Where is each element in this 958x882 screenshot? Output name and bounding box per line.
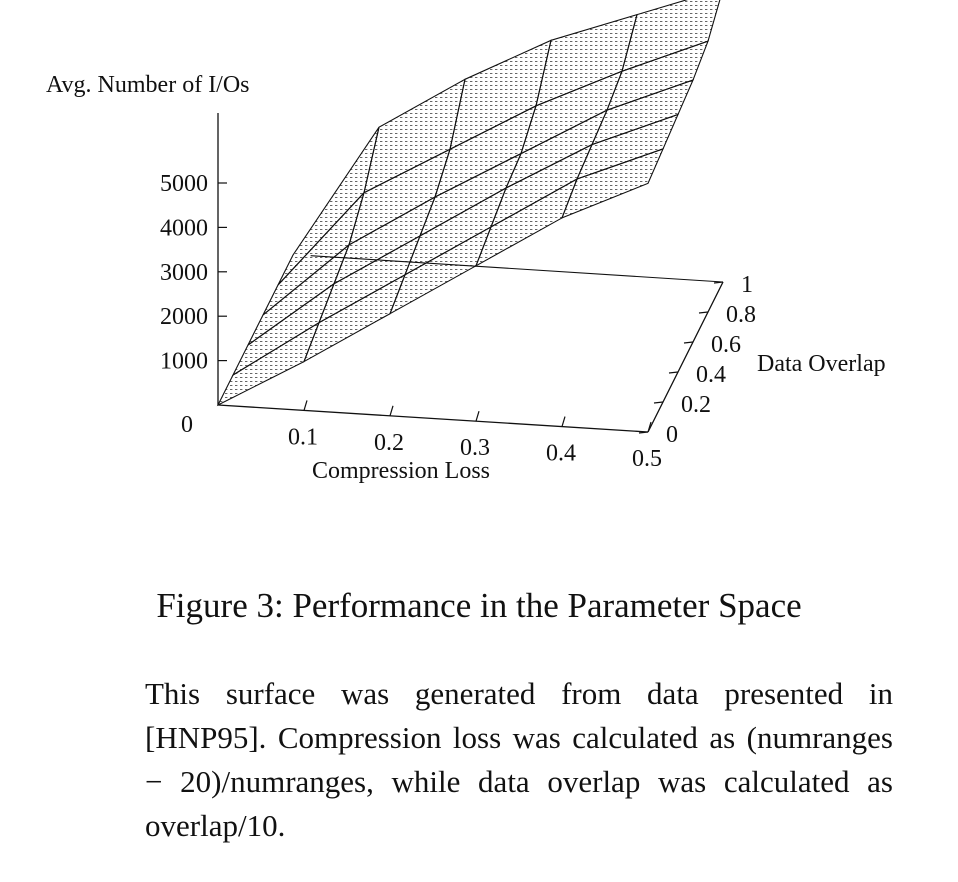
y-tick xyxy=(653,401,664,404)
y-tick-label: 1 xyxy=(741,272,753,298)
z-tick-label: 1000 xyxy=(160,349,208,375)
x-tick xyxy=(647,421,652,433)
x-tick-label: 0.3 xyxy=(460,435,490,461)
y-axis-line xyxy=(647,281,724,433)
surface-mesh xyxy=(216,0,721,407)
z-tick-label: 5000 xyxy=(160,171,208,197)
y-tick-label: 0 xyxy=(666,422,678,448)
z-axis-title: Avg. Number of I/Os xyxy=(46,72,250,98)
y-tick xyxy=(683,341,694,344)
z-tick-label: 2000 xyxy=(160,304,208,330)
x-tick xyxy=(561,416,566,427)
z-tick-label: 4000 xyxy=(160,215,208,241)
x-axis-line xyxy=(217,404,649,433)
y-tick-label: 0.8 xyxy=(726,302,756,328)
x-tick xyxy=(303,400,308,411)
x-tick-label: 0.1 xyxy=(288,424,318,450)
y-tick xyxy=(668,371,679,374)
y-tick xyxy=(713,281,724,284)
figure-caption: Figure 3: Performance in the Parameter S… xyxy=(156,586,802,625)
y-tick-label: 0.2 xyxy=(681,392,711,418)
surface-patch xyxy=(561,147,665,219)
x-tick xyxy=(389,405,394,416)
y-tick-label: 0.6 xyxy=(711,332,741,358)
y-tick xyxy=(638,431,649,434)
z-tick-label: 3000 xyxy=(160,260,208,286)
x-tick-label: 0.2 xyxy=(374,430,404,456)
floor-back-edge xyxy=(310,255,724,283)
x-tick-label: 0.5 xyxy=(632,446,662,472)
x-tick-label: 0.4 xyxy=(546,441,576,467)
z-tick-label: 0 xyxy=(181,412,193,438)
y-axis-title: Data Overlap xyxy=(757,351,886,377)
y-tick xyxy=(698,311,709,314)
y-tick-label: 0.4 xyxy=(696,362,726,388)
x-tick xyxy=(475,411,480,422)
x-axis-title: Compression Loss xyxy=(312,458,490,484)
figure-description: This surface was generated from data pre… xyxy=(145,676,893,843)
